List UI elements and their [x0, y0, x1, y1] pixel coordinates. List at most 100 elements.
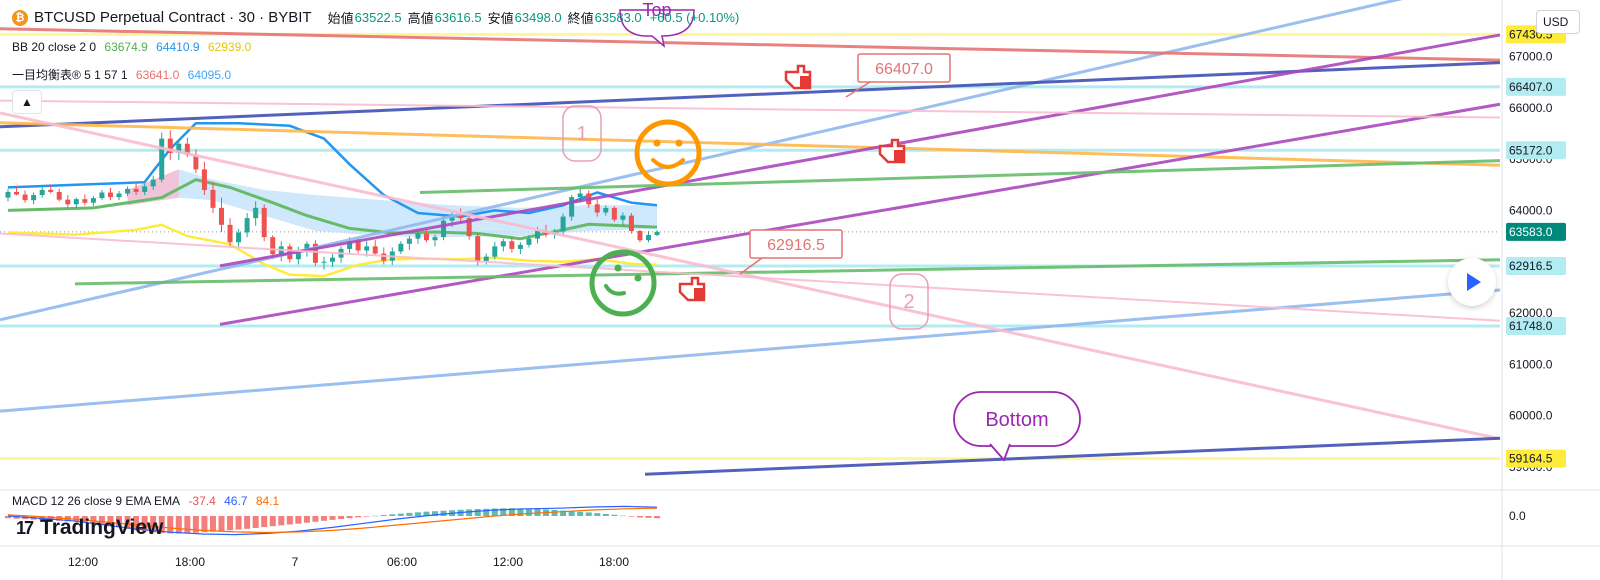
candle-body: [219, 207, 224, 225]
macd-hist-bar: [261, 516, 268, 528]
top-callout-text: Top: [642, 0, 671, 20]
trendline: [0, 0, 1403, 322]
candle-body: [107, 192, 113, 198]
price-label: 61748.0: [1509, 319, 1553, 333]
candle-body: [347, 241, 353, 249]
hand-pointer-icon: [784, 64, 812, 90]
bitcoin-icon: ₿: [12, 9, 28, 26]
confused-mouth: [604, 284, 626, 296]
trendline: [219, 33, 1501, 268]
macd-hist-bar: [440, 510, 447, 516]
candle-body: [65, 199, 71, 205]
candle-body: [603, 207, 609, 213]
macd-hist-bar: [372, 515, 379, 517]
macd-hist-bar: [491, 508, 498, 516]
macd-hist-bar: [90, 516, 97, 524]
trendline: [219, 102, 1501, 326]
play-icon: [1467, 273, 1481, 291]
macd-hist-bar: [252, 516, 259, 528]
time-tick-label: 18:00: [175, 555, 205, 569]
candle-body: [73, 199, 79, 205]
macd-hist-bar: [423, 511, 430, 516]
open-label: 始値: [327, 11, 354, 26]
macd-hist-bar: [47, 516, 54, 521]
macd-hist-bar: [133, 516, 140, 531]
close-label: 終値: [567, 11, 594, 26]
macd-hist-value: -37.4: [188, 494, 216, 508]
scroll-to-realtime-button[interactable]: [1448, 258, 1496, 306]
time-tick-label: 7: [292, 555, 299, 569]
candle-body: [628, 215, 634, 231]
wave-two-marker: [889, 273, 929, 330]
chart-header: ₿ BTCUSD Perpetual Contract · 30 · BYBIT…: [12, 8, 739, 27]
confused-face-icon: [589, 249, 657, 317]
price-label-box: [1506, 317, 1566, 336]
macd-hist-bar: [244, 516, 251, 529]
macd-hist-bar: [81, 516, 88, 523]
macd-legend[interactable]: MACD 12 26 close 9 EMA EMA -37.4 46.7 84…: [12, 494, 284, 508]
candle-body: [441, 220, 447, 238]
trendlines-layer: [0, 0, 1501, 476]
macd-hist-bar: [235, 516, 242, 530]
candle-body: [90, 198, 96, 203]
macd-hist-bar: [209, 516, 216, 532]
candle-body: [509, 241, 515, 249]
candle-body: [227, 224, 233, 243]
bb-basis-value: 63674.9: [104, 40, 148, 54]
candle-body: [620, 215, 626, 220]
macd-hist-bar: [141, 516, 148, 532]
candle-body: [449, 215, 455, 221]
bb-basis: [7, 178, 658, 241]
candle-body: [133, 188, 139, 192]
macd-signal-line: [7, 507, 658, 534]
macd-hist-bar: [500, 508, 507, 516]
symbol-title[interactable]: BTCUSD Perpetual Contract · 30 · BYBIT: [34, 9, 312, 26]
ichimoku-value-1: 63641.0: [135, 68, 180, 82]
brand-name: TradingView: [40, 516, 164, 539]
macd-hist-bar: [303, 516, 310, 523]
macd-hist-bar: [397, 513, 404, 516]
high-value: 63616.5: [434, 10, 482, 25]
time-tick-label: 12:00: [68, 555, 98, 569]
macd-hist-bar: [560, 510, 567, 516]
candle-body: [48, 189, 54, 192]
macd-hist-bar: [628, 516, 635, 517]
candle-body: [355, 241, 361, 251]
ichimoku-legend[interactable]: 一目均衡表® 5 1 57 1 63641.0 64095.0: [12, 66, 236, 83]
candle-body: [466, 218, 472, 237]
ichimoku-value-2: 64095.0: [187, 68, 232, 82]
candle-body: [39, 189, 45, 196]
candle-body: [475, 236, 481, 262]
trendline: [0, 232, 1501, 322]
macd-hist-bar: [286, 516, 293, 525]
macd-hist-bar: [107, 516, 114, 527]
trendline: [0, 27, 1501, 62]
candle-body: [304, 243, 310, 252]
trendline: [644, 436, 1501, 476]
trendline: [0, 111, 1501, 441]
time-tick-label: 18:00: [599, 555, 629, 569]
tradingview-logo[interactable]: 17 TradingView: [16, 516, 163, 540]
bb-legend[interactable]: BB 20 close 2 0 63674.9 64410.9 62939.0: [12, 40, 256, 54]
candle-body: [253, 207, 259, 219]
candle-body: [295, 251, 301, 260]
price-tick-label: 67000.0: [1509, 49, 1553, 63]
currency-selector[interactable]: USD: [1536, 10, 1580, 34]
ichimoku-cloud: [127, 169, 658, 238]
candle-body: [22, 194, 28, 201]
candle-body: [492, 246, 498, 257]
macd-legend-label: MACD 12 26 close 9 EMA EMA: [12, 494, 181, 508]
high-callout: [857, 53, 951, 83]
price-label: 59164.5: [1509, 452, 1553, 466]
candle-body: [517, 244, 523, 249]
macd-hist-bar: [645, 516, 652, 518]
macd-hist-bar: [338, 516, 345, 519]
price-label: 63583.0: [1509, 225, 1553, 239]
collapse-legend-button[interactable]: ▲: [12, 90, 42, 114]
macd-hist-bar: [568, 511, 575, 516]
candle-body: [364, 246, 370, 251]
price-axis: 0.059000.060000.061000.062000.063000.064…: [1506, 25, 1566, 523]
candle-body: [312, 243, 318, 263]
candle-body: [14, 191, 20, 195]
